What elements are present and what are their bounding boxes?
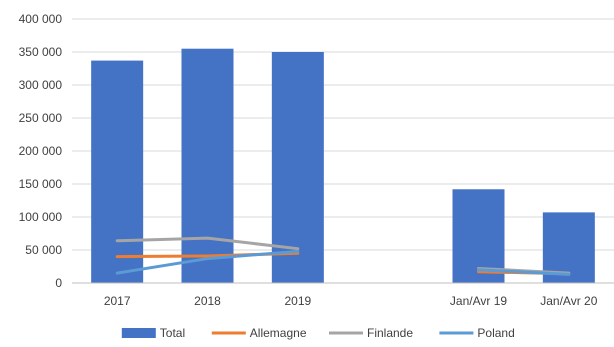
legend-label-allemagne: Allemagne — [250, 326, 307, 340]
bar-total — [91, 60, 144, 283]
y-tick-label: 0 — [55, 276, 62, 290]
x-tick-label: Jan/Avr 20 — [540, 294, 597, 308]
legend-swatch-total — [121, 328, 156, 338]
line-poland — [477, 268, 571, 276]
x-tick-label: Jan/Avr 19 — [450, 294, 507, 308]
bar-total — [271, 52, 324, 283]
x-tick-label: 2018 — [194, 294, 221, 308]
legend-label-finlande: Finlande — [367, 326, 413, 340]
x-tick-label: 2017 — [104, 294, 131, 308]
y-tick-label: 200 000 — [19, 144, 63, 158]
y-tick-label: 400 000 — [19, 12, 63, 26]
lines — [115, 236, 571, 276]
y-tick-label: 250 000 — [19, 111, 63, 125]
bars — [91, 48, 595, 284]
y-tick-label: 300 000 — [19, 78, 63, 92]
line-finlande — [115, 236, 300, 251]
y-tick-label: 150 000 — [19, 177, 63, 191]
legend: Total Allemagne Finlande Poland — [121, 326, 515, 340]
x-tick-label: 2019 — [284, 294, 311, 308]
x-axis: 2017 2018 2019 Jan/Avr 19 Jan/Avr 20 — [72, 282, 614, 308]
legend-label-total: Total — [160, 326, 185, 340]
legend-label-poland: Poland — [477, 326, 514, 340]
line-poland — [115, 249, 300, 275]
y-tick-label: 100 000 — [19, 210, 63, 224]
y-tick-label: 50 000 — [25, 243, 62, 257]
y-tick-label: 350 000 — [19, 45, 63, 59]
y-axis: 0 50 000 100 000 150 000 200 000 250 000 300 0… — [19, 12, 63, 290]
grid — [72, 18, 614, 284]
bar-total — [181, 48, 234, 284]
